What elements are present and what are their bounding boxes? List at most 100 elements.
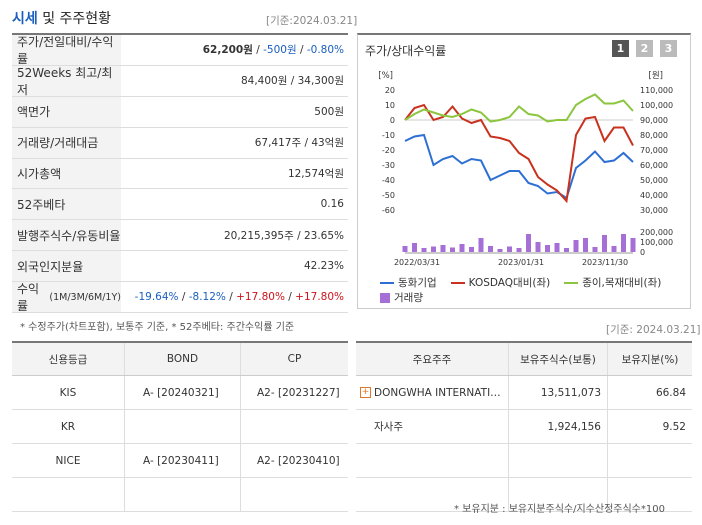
left-tick-label: -60: [382, 206, 395, 215]
volume-bar: [497, 249, 503, 252]
quote-value: 84,400원 / 34,300원: [240, 75, 344, 88]
x-tick-label: 2023/11/30: [582, 258, 628, 267]
table-row: NICE A- [20230411] A2- [20230410]: [12, 443, 348, 478]
quote-label: 외국인지분율: [12, 251, 121, 282]
quote-label: 발행주식수/유동비율: [12, 220, 121, 251]
holders-header: 보유지분(%): [607, 342, 692, 376]
table-row: [356, 443, 692, 478]
holder-name: 자사주: [356, 409, 509, 444]
quote-value: 20,215,395주 / 23.65%: [223, 229, 344, 242]
legend-line-icon: [450, 281, 465, 284]
quote-row-returns: 수익률 (1M/3M/6M/1Y) -19.64% / -8.12% / +17.…: [12, 282, 348, 313]
left-tick-label: -40: [382, 176, 395, 185]
period-button-2[interactable]: 2: [636, 40, 653, 57]
right-tick-label: 50,000: [640, 176, 668, 185]
section-title: 시세 및 주주현황: [12, 11, 112, 27]
quote-row: 52주베타 0.16: [12, 189, 348, 221]
table-row: [12, 477, 348, 512]
quote-value: 42.23%: [303, 260, 344, 273]
legend-line-icon: [564, 281, 579, 284]
legend-line-icon: [380, 281, 394, 284]
period-button-3[interactable]: 3: [660, 40, 677, 57]
volume-bar: [621, 234, 626, 252]
footnote: * 수정주가(차트포함), 보통주 기준, * 52주베타: 주간수익률 기준: [20, 322, 295, 333]
volume-bar: [554, 243, 560, 252]
quote-row: 발행주식수/유동비율 20,215,395주 / 23.65%: [12, 220, 348, 252]
volume-bar: [459, 244, 465, 252]
right-tick-label: 90,000: [640, 116, 668, 125]
holders-header: 주요주주: [356, 342, 509, 376]
holders-footnote: * 보유지분 : 보유지분주식수/지수산정주식수*100: [454, 504, 665, 515]
left-tick-label: -50: [382, 191, 395, 200]
left-tick-label: 0: [390, 116, 395, 125]
volume-bar: [573, 240, 579, 252]
volume-bar: [545, 245, 550, 252]
series-line-KOSDAQ대비(좌): [404, 103, 634, 204]
table-row: + DONGWHA INTERNATI… 13,511,073 66.84: [356, 375, 692, 410]
quote-label: 수익률 (1M/3M/6M/1Y): [12, 282, 121, 313]
legend-square-icon: [380, 292, 390, 303]
volume-bar: [564, 248, 569, 252]
volume-bar: [507, 246, 512, 252]
holder-name[interactable]: DONGWHA INTERNATI…: [374, 386, 501, 399]
table-row: KR: [12, 409, 348, 444]
base-date: [기준:2024.03.21]: [266, 15, 358, 27]
credit-header: BOND: [124, 342, 241, 376]
quote-value: 67,417주 / 43억원: [254, 137, 344, 150]
right-tick-label: 40,000: [640, 191, 668, 200]
quote-row: 52Weeks 최고/최저 84,400원 / 34,300원: [12, 66, 348, 97]
chart-base-date: [기준: 2024.03.21]: [606, 324, 701, 336]
volume-tick-label: 0: [640, 248, 645, 257]
right-unit: [원]: [649, 71, 663, 81]
holders-header: 보유주식수(보통): [508, 342, 608, 376]
right-tick-label: 60,000: [640, 161, 668, 170]
quote-label: 시가총액: [12, 158, 121, 189]
volume-bar: [478, 238, 484, 252]
volume-bar: [535, 242, 541, 252]
quote-label: 거래량/거래대금: [12, 127, 121, 158]
right-tick-label: 70,000: [640, 146, 668, 155]
volume-bar: [440, 245, 446, 252]
volume-bar: [431, 246, 436, 252]
legend-item: 동화기업: [380, 275, 437, 290]
volume-bar: [602, 235, 607, 252]
shareholders-table: 주요주주 보유주식수(보통) 보유지분(%) + DONGWHA INTERNAT…: [356, 341, 692, 512]
right-tick-label: 100,000: [640, 101, 673, 110]
chart-title: 주가/상대수익률: [365, 44, 447, 58]
volume-bar: [469, 247, 474, 252]
period-button-1[interactable]: 1: [612, 40, 629, 57]
quote-table: 주가/전일대비/수익률 62,200원 / -500원 / -0.80% 52W…: [12, 33, 348, 313]
volume-bar: [450, 247, 455, 252]
quote-row-price: 주가/전일대비/수익률 62,200원 / -500원 / -0.80%: [12, 35, 348, 66]
quote-value: 12,574억원: [287, 168, 344, 180]
volume-bar: [421, 248, 427, 252]
volume-bar: [583, 238, 588, 252]
x-tick-label: 2022/03/31: [394, 258, 440, 267]
right-tick-label: 30,000: [640, 206, 668, 215]
credit-rating-table: 신용등급 BOND CP KIS A- [20240321] A2- [202312…: [12, 341, 348, 512]
volume-bar: [592, 247, 598, 252]
volume-bar: [516, 248, 522, 252]
table-row: 자사주 1,924,156 9.52: [356, 409, 692, 444]
series-line-동화기업: [404, 133, 634, 200]
quote-label: 52주베타: [12, 189, 121, 220]
left-tick-label: -10: [382, 131, 395, 140]
legend-item: 종이,목재대비(좌): [564, 275, 661, 290]
credit-header: CP: [240, 342, 348, 376]
table-row: [356, 477, 692, 512]
chart-panel: [357, 33, 691, 309]
quote-row: 시가총액 12,574억원: [12, 158, 348, 190]
volume-bar: [412, 243, 417, 252]
volume-bar: [402, 246, 408, 252]
volume-tick-label: 200,000: [640, 228, 673, 237]
right-tick-label: 80,000: [640, 131, 668, 140]
quote-row: 액면가 500원: [12, 96, 348, 128]
quote-row: 거래량/거래대금 67,417주 / 43억원: [12, 127, 348, 159]
volume-bar: [611, 246, 617, 252]
left-unit: [%]: [378, 71, 393, 81]
left-tick-label: 10: [385, 101, 395, 110]
credit-header: 신용등급: [12, 342, 125, 376]
expand-icon[interactable]: +: [360, 387, 371, 398]
chart-svg: [%] [원] 20 10 0 -10 -20 -30 -40 -50 -60 110,000 10…: [378, 71, 673, 267]
table-row: KIS A- [20240321] A2- [20231227]: [12, 375, 348, 410]
